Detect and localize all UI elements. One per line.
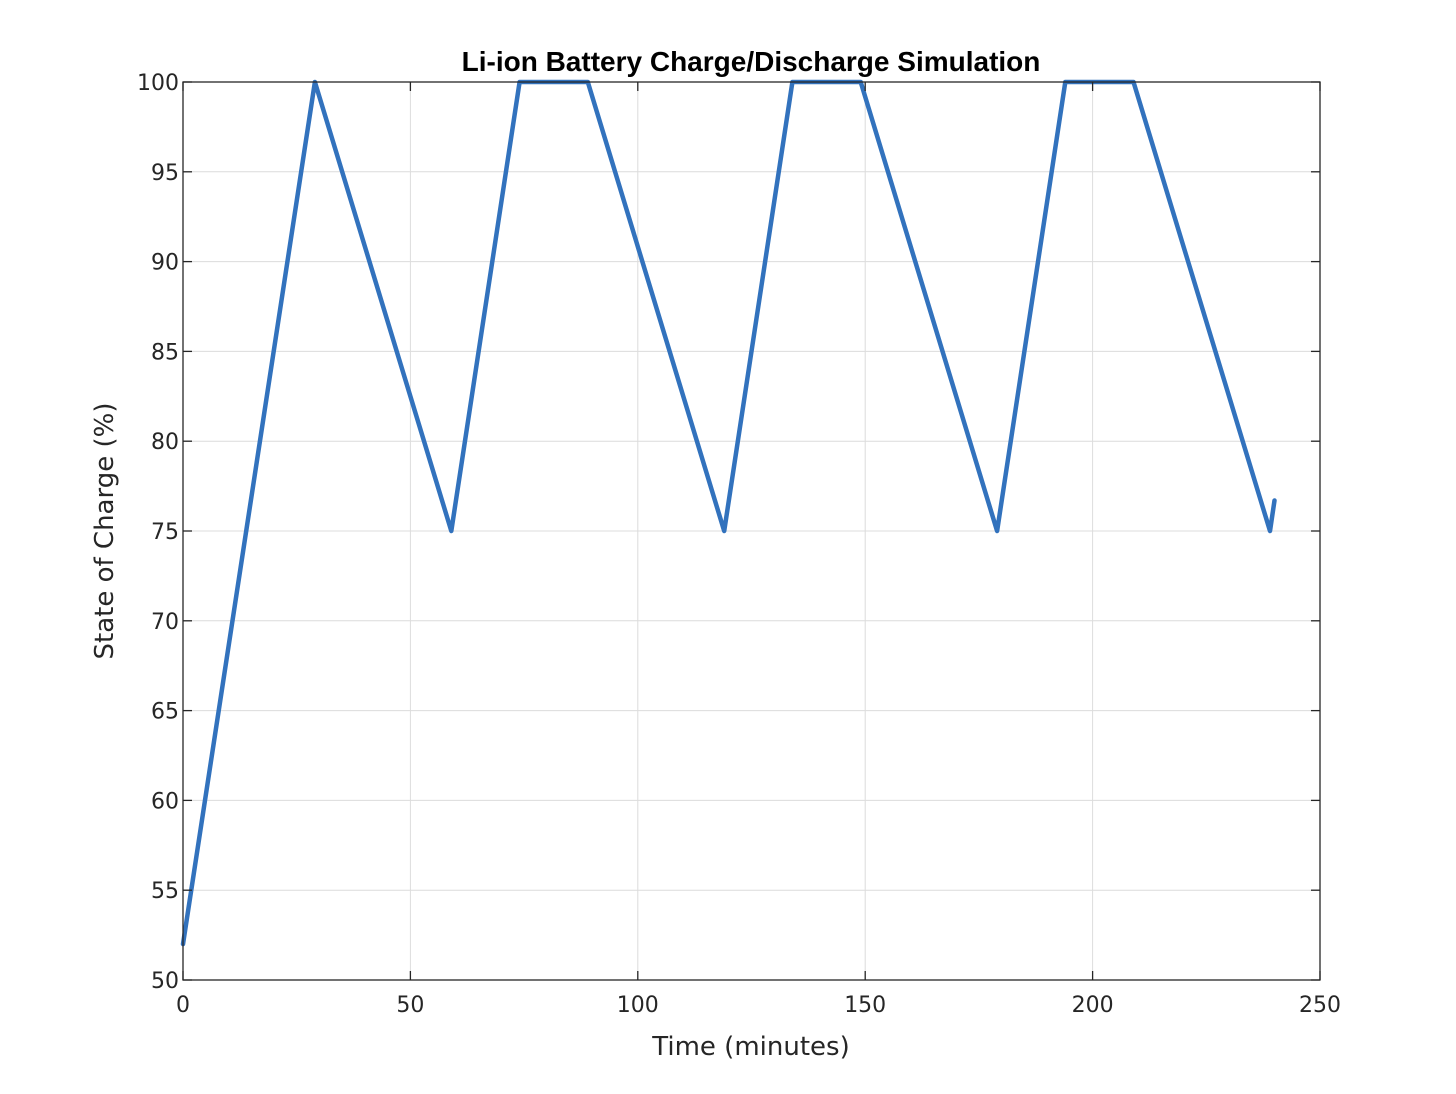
y-tick-label: 75 <box>151 520 179 545</box>
y-tick-label: 100 <box>137 71 179 96</box>
x-axis-label: Time (minutes) <box>651 1032 849 1062</box>
y-tick-label: 80 <box>151 430 179 455</box>
x-tick-label: 0 <box>176 993 190 1018</box>
chart-title: Li-ion Battery Charge/Discharge Simulati… <box>462 46 1041 77</box>
y-tick-label: 60 <box>151 789 179 814</box>
x-tick-label: 200 <box>1072 993 1114 1018</box>
x-tick-label: 50 <box>396 993 424 1018</box>
x-tick-label: 250 <box>1299 993 1341 1018</box>
y-tick-label: 55 <box>151 879 179 904</box>
y-tick-label: 85 <box>151 340 179 365</box>
y-tick-label: 70 <box>151 610 179 635</box>
x-tick-label: 100 <box>617 993 659 1018</box>
y-axis-label: State of Charge (%) <box>90 403 120 660</box>
y-tick-label: 90 <box>151 251 179 276</box>
y-tick-label: 50 <box>151 969 179 994</box>
x-tick-label: 150 <box>844 993 886 1018</box>
y-tick-label: 95 <box>151 161 179 186</box>
y-tick-label: 65 <box>151 700 179 725</box>
